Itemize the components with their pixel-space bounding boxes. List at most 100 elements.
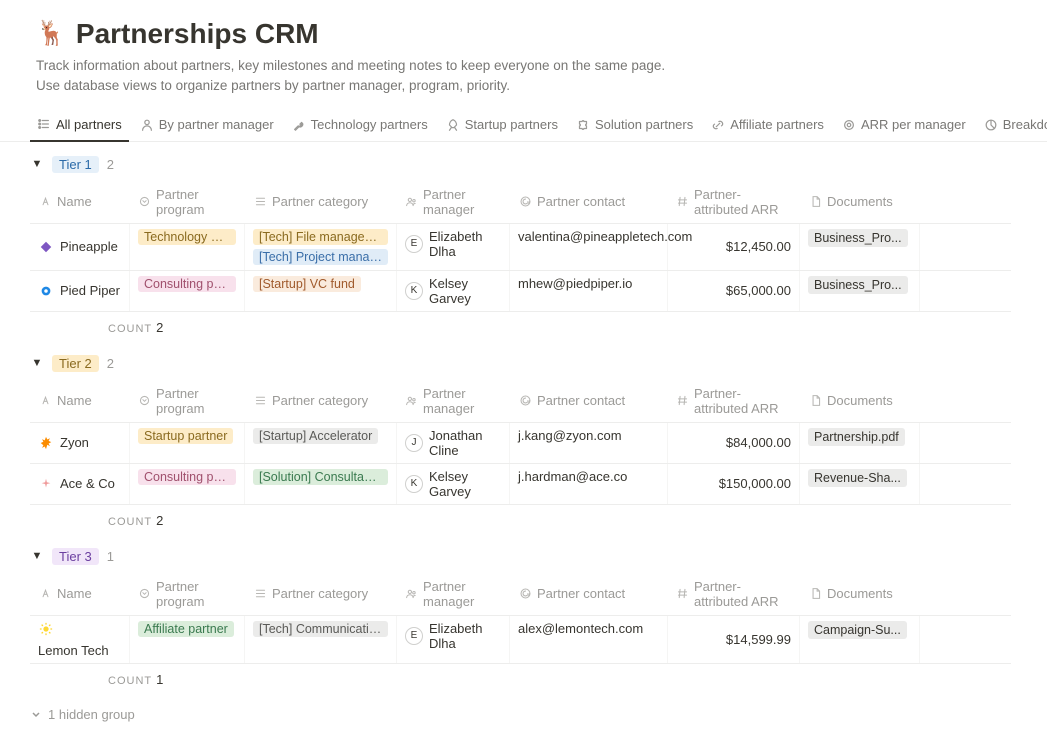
col-header-manager[interactable]: Partner manager: [397, 573, 510, 615]
cell-doc[interactable]: Campaign-Su...: [800, 616, 920, 663]
target-icon: [842, 118, 856, 132]
cell-contact[interactable]: alex@lemontech.com: [510, 616, 668, 663]
cell-manager[interactable]: E Elizabeth Dlha: [397, 616, 510, 663]
tab-startup-partners[interactable]: Startup partners: [439, 111, 565, 140]
col-header-name[interactable]: Name: [30, 380, 130, 422]
cell-manager[interactable]: E Elizabeth Dlha: [397, 224, 510, 270]
col-header-doc[interactable]: Documents: [800, 573, 920, 615]
cell-category[interactable]: [Tech] Communication: [245, 616, 397, 663]
tab-breakdown-per-partner[interactable]: Breakdown per partner: [977, 111, 1047, 140]
table-row[interactable]: Pied Piper Consulting partner [Startup] …: [30, 271, 1011, 312]
col-header-category[interactable]: Partner category: [245, 573, 397, 615]
col-header-manager[interactable]: Partner manager: [397, 380, 510, 422]
cell-arr[interactable]: $84,000.00: [668, 423, 800, 463]
col-header-contact[interactable]: Partner contact: [510, 573, 668, 615]
select-icon: [138, 587, 151, 601]
col-header-arr[interactable]: Partner-attributed ARR: [668, 573, 800, 615]
col-header-arr[interactable]: Partner-attributed ARR: [668, 380, 800, 422]
col-header-contact[interactable]: Partner contact: [510, 380, 668, 422]
cell-category[interactable]: [Tech] File management[Tech] Project man…: [245, 224, 397, 270]
text-icon: [38, 587, 52, 601]
table-row[interactable]: Ace & Co Consulting partner [Solution] C…: [30, 464, 1011, 505]
col-header-category[interactable]: Partner category: [245, 181, 397, 223]
group-header[interactable]: ▼ Tier 3 1: [30, 548, 1011, 565]
cell-doc[interactable]: Partnership.pdf: [800, 423, 920, 463]
cell-contact[interactable]: j.hardman@ace.co: [510, 464, 668, 504]
caret-down-icon[interactable]: ▼: [30, 158, 44, 170]
cell-manager[interactable]: J Jonathan Cline: [397, 423, 510, 463]
cell-category[interactable]: [Startup] Accelerator: [245, 423, 397, 463]
caret-down-icon[interactable]: ▼: [30, 550, 44, 562]
col-header-name[interactable]: Name: [30, 573, 130, 615]
table-row[interactable]: Pineapple Technology part... [Tech] File…: [30, 224, 1011, 271]
tab-technology-partners[interactable]: Technology partners: [285, 111, 435, 140]
column-headers: Name Partner program Partner category Pa…: [30, 181, 1011, 224]
cell-contact[interactable]: mhew@piedpiper.io: [510, 271, 668, 311]
cell-manager[interactable]: K Kelsey Garvey: [397, 464, 510, 504]
col-header-category[interactable]: Partner category: [245, 380, 397, 422]
manager-name: Kelsey Garvey: [429, 276, 501, 306]
cell-category[interactable]: [Startup] VC fund: [245, 271, 397, 311]
cell-contact[interactable]: j.kang@zyon.com: [510, 423, 668, 463]
cell-program[interactable]: Technology part...: [130, 224, 245, 270]
tab-label: Affiliate partners: [730, 117, 824, 132]
cell-name[interactable]: Zyon: [30, 423, 130, 463]
cell-doc[interactable]: Business_Pro...: [800, 224, 920, 270]
cell-arr[interactable]: $65,000.00: [668, 271, 800, 311]
group-tier-1: ▼ Tier 1 2 Name Partner program Partner …: [0, 142, 1047, 341]
tab-all-partners[interactable]: All partners: [30, 111, 129, 142]
cell-doc[interactable]: Revenue-Sha...: [800, 464, 920, 504]
cell-name[interactable]: Ace & Co: [30, 464, 130, 504]
avatar: E: [405, 627, 423, 645]
cell-manager[interactable]: K Kelsey Garvey: [397, 271, 510, 311]
tab-solution-partners[interactable]: Solution partners: [569, 111, 700, 140]
hidden-group-toggle[interactable]: 1 hidden group: [0, 693, 1047, 742]
group-header[interactable]: ▼ Tier 1 2: [30, 156, 1011, 173]
contact-email: j.hardman@ace.co: [518, 469, 627, 484]
col-header-program[interactable]: Partner program: [130, 573, 245, 615]
col-header-contact[interactable]: Partner contact: [510, 181, 668, 223]
col-header-doc[interactable]: Documents: [800, 181, 920, 223]
col-header-program[interactable]: Partner program: [130, 380, 245, 422]
caret-down-icon[interactable]: ▼: [30, 357, 44, 369]
cell-program[interactable]: Affiliate partner: [130, 616, 245, 663]
cell-category[interactable]: [Solution] Consultancy: [245, 464, 397, 504]
cell-name[interactable]: Pineapple: [30, 224, 130, 270]
cell-arr[interactable]: $12,450.00: [668, 224, 800, 270]
col-label: Partner category: [272, 393, 368, 408]
cell-name[interactable]: Lemon Tech: [30, 616, 130, 663]
col-header-manager[interactable]: Partner manager: [397, 181, 510, 223]
text-icon: [38, 195, 52, 209]
cell-doc[interactable]: Business_Pro...: [800, 271, 920, 311]
tab-affiliate-partners[interactable]: Affiliate partners: [704, 111, 831, 140]
arr-value: $12,450.00: [726, 239, 791, 254]
cell-program[interactable]: Consulting partner: [130, 464, 245, 504]
cell-arr[interactable]: $14,599.99: [668, 616, 800, 663]
cell-arr[interactable]: $150,000.00: [668, 464, 800, 504]
wrench-icon: [292, 118, 306, 132]
col-label: Partner manager: [423, 386, 502, 416]
partner-name: Lemon Tech: [38, 643, 109, 658]
doc-pill: Business_Pro...: [808, 229, 908, 247]
cell-program[interactable]: Consulting partner: [130, 271, 245, 311]
group-header[interactable]: ▼ Tier 2 2: [30, 355, 1011, 372]
tab-arr-per-manager[interactable]: ARR per manager: [835, 111, 973, 140]
cell-contact[interactable]: valentina@pineappletech.com: [510, 224, 668, 270]
col-header-name[interactable]: Name: [30, 181, 130, 223]
col-label: Partner program: [156, 579, 237, 609]
col-header-arr[interactable]: Partner-attributed ARR: [668, 181, 800, 223]
table-row[interactable]: Zyon Startup partner [Startup] Accelerat…: [30, 423, 1011, 464]
number-icon: [676, 195, 689, 209]
arr-value: $84,000.00: [726, 435, 791, 450]
cell-program[interactable]: Startup partner: [130, 423, 245, 463]
col-label: Partner manager: [423, 187, 502, 217]
link-icon: [711, 118, 725, 132]
col-label: Partner program: [156, 187, 237, 217]
tab-by-partner-manager[interactable]: By partner manager: [133, 111, 281, 140]
table-row[interactable]: Lemon Tech Affiliate partner [Tech] Comm…: [30, 616, 1011, 664]
doc-pill: Partnership.pdf: [808, 428, 905, 446]
col-label: Partner manager: [423, 579, 502, 609]
cell-name[interactable]: Pied Piper: [30, 271, 130, 311]
col-header-program[interactable]: Partner program: [130, 181, 245, 223]
col-header-doc[interactable]: Documents: [800, 380, 920, 422]
